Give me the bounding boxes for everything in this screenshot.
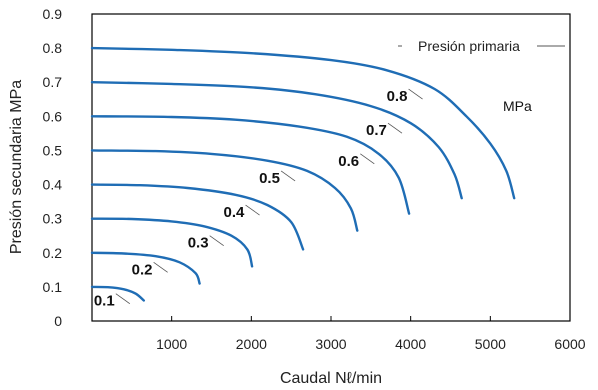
curve-label-leader xyxy=(245,204,260,216)
curve-label-0-1: 0.1 xyxy=(94,293,115,310)
y-tick-label: 0 xyxy=(54,313,62,329)
y-tick-label: 0.9 xyxy=(43,6,63,22)
y-tick-label: 0.5 xyxy=(43,142,63,158)
y-tick-label: 0.7 xyxy=(43,74,63,90)
x-tick-label: 6000 xyxy=(554,336,585,352)
y-tick-label: 0.2 xyxy=(43,245,63,261)
y-tick-label: 0.8 xyxy=(43,40,63,56)
x-tick-label: 1000 xyxy=(156,336,187,352)
curve-0-6 xyxy=(90,115,411,215)
curve-label-leader xyxy=(153,262,168,273)
curve-label-0-5: 0.5 xyxy=(259,170,280,187)
curve-0-8 xyxy=(90,46,516,200)
x-tick-label: 2000 xyxy=(236,336,267,352)
mpa-unit-label: MPa xyxy=(503,98,532,114)
curve-label-0-8: 0.8 xyxy=(387,88,408,105)
curve-0-5 xyxy=(90,149,359,232)
y-tick-label: 0.3 xyxy=(43,211,63,227)
curve-label-0-4: 0.4 xyxy=(224,204,246,221)
curve-0-3 xyxy=(90,217,254,268)
x-tick-label: 5000 xyxy=(475,336,506,352)
curve-label-0-6: 0.6 xyxy=(338,153,359,170)
y-tick-label: 0.1 xyxy=(43,279,63,295)
y-tick-label: 0.4 xyxy=(43,177,63,193)
curve-labels: 0.1 0.2 0.3 0.4 0.5 0.6 0.70.8 xyxy=(94,88,423,310)
curve-0-7 xyxy=(90,81,463,200)
y-axis-ticks: 0 0.1 0.2 0.3 0.4 0.5 0.6 0.7 0.8 0.9 xyxy=(43,6,97,329)
curve-label-leader xyxy=(408,88,423,100)
curve-label-leader xyxy=(280,170,296,182)
curve-0-4 xyxy=(90,183,305,251)
x-tick-label: 4000 xyxy=(395,336,426,352)
y-axis-title: Presión secundaria MPa xyxy=(8,80,25,254)
pressure-curves xyxy=(90,46,516,302)
x-axis-ticks: 1000 2000 3000 4000 5000 6000 xyxy=(156,316,586,352)
curve-label-0-3: 0.3 xyxy=(188,235,209,252)
y-tick-label: 0.6 xyxy=(43,108,63,124)
x-axis-title: Caudal Nℓ/min xyxy=(280,370,382,387)
curve-label-leader xyxy=(115,293,131,305)
curve-0-2 xyxy=(90,251,201,285)
curve-label-leader xyxy=(360,153,375,165)
curve-0-1 xyxy=(90,285,145,302)
curve-label-leader xyxy=(209,235,224,247)
x-tick-label: 3000 xyxy=(315,336,346,352)
primary-pressure-label: Presión primaria xyxy=(418,38,520,54)
curve-label-leader xyxy=(387,122,403,134)
curve-label-0-2: 0.2 xyxy=(132,261,153,278)
curve-label-0-7: 0.7 xyxy=(366,122,387,139)
